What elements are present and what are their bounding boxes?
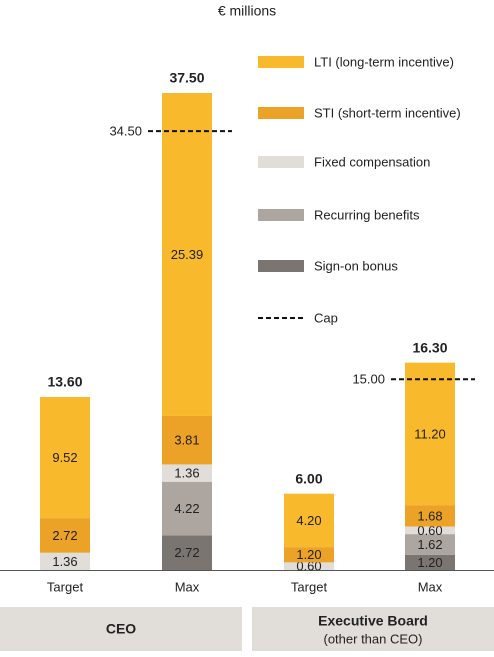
group-label: CEO	[106, 621, 136, 637]
x-tick-label: Max	[418, 579, 443, 594]
value-label: 25.39	[171, 247, 204, 262]
total-label: 37.50	[169, 70, 204, 86]
bar-segment	[162, 93, 212, 416]
value-label: 0.60	[296, 559, 321, 574]
group-sublabel: (other than CEO)	[324, 631, 423, 646]
value-label: 3.81	[174, 433, 199, 448]
x-tick-label: Target	[47, 579, 84, 594]
value-label: 2.72	[52, 528, 77, 543]
legend-label: STI (short-term incentive)	[314, 105, 461, 120]
legend-swatch	[258, 56, 304, 68]
value-label: 9.52	[52, 450, 77, 465]
bar-segment	[40, 552, 90, 570]
legend-swatch	[258, 260, 304, 272]
chart-subtitle: € millions	[218, 3, 276, 19]
value-label: 0.60	[417, 523, 442, 538]
bar-segment	[284, 493, 334, 548]
group-label: Executive Board	[318, 613, 428, 629]
bar-segment	[284, 562, 334, 570]
bar-segment	[405, 526, 455, 535]
group-box	[0, 607, 242, 651]
legend-label: Cap	[314, 310, 338, 325]
bar-segment	[405, 362, 455, 506]
bar-segment	[162, 464, 212, 482]
bar-segment	[405, 534, 455, 555]
value-label: 4.20	[296, 513, 321, 528]
bar-segment	[40, 397, 90, 519]
legend-swatch	[258, 107, 304, 119]
value-label: 1.20	[417, 555, 442, 570]
value-label: 1.36	[52, 554, 77, 569]
value-label: 11.20	[414, 426, 446, 441]
legend-swatch	[258, 209, 304, 221]
value-label: 1.68	[417, 508, 442, 523]
value-label: 2.72	[174, 545, 199, 560]
value-label: 1.36	[174, 466, 199, 481]
cap-label: 15.00	[352, 372, 385, 387]
group-box	[252, 607, 494, 651]
legend-label: Sign-on bonus	[314, 258, 398, 273]
legend-label: Fixed compensation	[314, 154, 430, 169]
bar-segment	[162, 415, 212, 465]
cap-label: 34.50	[109, 124, 142, 139]
legend-label: Recurring benefits	[314, 207, 420, 222]
x-tick-label: Max	[175, 579, 200, 594]
legend-label: LTI (long-term incentive)	[314, 54, 454, 69]
bar-segment	[162, 535, 212, 570]
bar-segment	[405, 505, 455, 527]
value-label: 1.62	[417, 537, 442, 552]
total-label: 16.30	[412, 339, 447, 355]
legend-swatch	[258, 156, 304, 168]
bar-segment	[40, 518, 90, 553]
bar-segment	[162, 481, 212, 536]
bar-segment	[405, 554, 455, 570]
value-label: 4.22	[174, 501, 199, 516]
x-tick-label: Target	[291, 579, 328, 594]
total-label: 6.00	[295, 470, 322, 486]
total-label: 13.60	[47, 374, 82, 390]
bar-segment	[284, 547, 334, 563]
value-label: 1.20	[296, 547, 321, 562]
